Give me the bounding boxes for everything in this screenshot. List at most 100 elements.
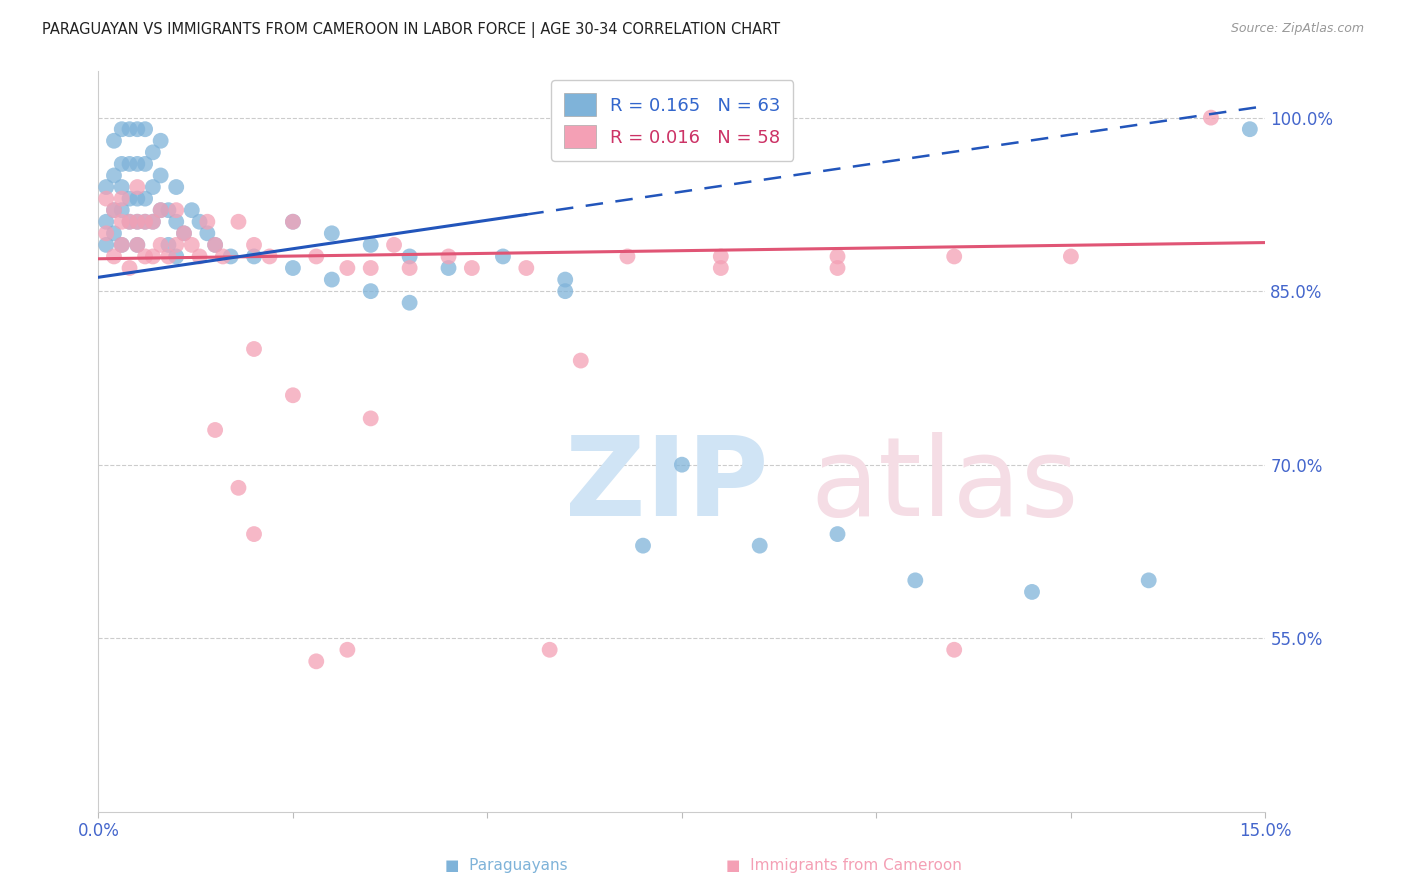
- Point: [1021, 585, 1043, 599]
- Point: [96, 215, 118, 229]
- Point: [134, 122, 156, 136]
- Point: [228, 481, 250, 495]
- Point: [165, 250, 187, 264]
- Point: [165, 215, 187, 229]
- Point: [111, 238, 134, 252]
- Point: [149, 134, 172, 148]
- Point: [127, 157, 149, 171]
- Point: [180, 203, 202, 218]
- Point: [360, 411, 382, 425]
- Point: [219, 250, 242, 264]
- Point: [228, 215, 250, 229]
- Point: [111, 192, 134, 206]
- Point: [142, 180, 165, 194]
- Point: [305, 654, 328, 668]
- Point: [103, 250, 125, 264]
- Point: [259, 250, 281, 264]
- Point: [1239, 122, 1261, 136]
- Point: [111, 157, 134, 171]
- Point: [142, 145, 165, 160]
- Point: [111, 122, 134, 136]
- Point: [943, 250, 966, 264]
- Point: [165, 180, 187, 194]
- Point: [173, 227, 195, 241]
- Point: [398, 250, 420, 264]
- Point: [243, 342, 266, 356]
- Point: [127, 122, 149, 136]
- Point: [188, 250, 211, 264]
- Point: [127, 180, 149, 194]
- Point: [103, 203, 125, 218]
- Point: [134, 157, 156, 171]
- Point: [165, 238, 187, 252]
- Point: [904, 574, 927, 588]
- Point: [281, 388, 304, 402]
- Point: [157, 203, 180, 218]
- Point: [103, 169, 125, 183]
- Point: [437, 250, 460, 264]
- Point: [149, 203, 172, 218]
- Point: [127, 238, 149, 252]
- Point: [243, 250, 266, 264]
- Point: [195, 227, 218, 241]
- Text: ■  Immigrants from Cameroon: ■ Immigrants from Cameroon: [725, 858, 962, 872]
- Point: [157, 238, 180, 252]
- Point: [96, 180, 118, 194]
- Point: [360, 284, 382, 298]
- Point: [173, 227, 195, 241]
- Point: [165, 203, 187, 218]
- Point: [616, 250, 638, 264]
- Point: [111, 180, 134, 194]
- Text: ■  Paraguayans: ■ Paraguayans: [444, 858, 568, 872]
- Point: [212, 250, 235, 264]
- Point: [398, 295, 420, 310]
- Point: [382, 238, 405, 252]
- Point: [748, 539, 770, 553]
- Point: [827, 260, 849, 275]
- Point: [111, 238, 134, 252]
- Point: [1137, 574, 1160, 588]
- Point: [127, 238, 149, 252]
- Point: [195, 215, 218, 229]
- Point: [710, 250, 733, 264]
- Point: [204, 238, 226, 252]
- Point: [336, 642, 359, 657]
- Point: [134, 215, 156, 229]
- Point: [492, 250, 515, 264]
- Point: [134, 250, 156, 264]
- Point: [118, 192, 141, 206]
- Point: [1199, 111, 1222, 125]
- Point: [149, 238, 172, 252]
- Point: [281, 215, 304, 229]
- Point: [827, 527, 849, 541]
- Text: PARAGUAYAN VS IMMIGRANTS FROM CAMEROON IN LABOR FORCE | AGE 30-34 CORRELATION CH: PARAGUAYAN VS IMMIGRANTS FROM CAMEROON I…: [42, 22, 780, 38]
- Point: [538, 642, 561, 657]
- Point: [157, 250, 180, 264]
- Point: [96, 227, 118, 241]
- Point: [111, 215, 134, 229]
- Point: [118, 260, 141, 275]
- Point: [142, 215, 165, 229]
- Point: [336, 260, 359, 275]
- Point: [180, 238, 202, 252]
- Point: [96, 192, 118, 206]
- Text: Source: ZipAtlas.com: Source: ZipAtlas.com: [1230, 22, 1364, 36]
- Point: [103, 134, 125, 148]
- Point: [321, 227, 343, 241]
- Point: [204, 423, 226, 437]
- Point: [149, 203, 172, 218]
- Point: [118, 215, 141, 229]
- Point: [96, 238, 118, 252]
- Point: [305, 250, 328, 264]
- Point: [134, 192, 156, 206]
- Legend: R = 0.165   N = 63, R = 0.016   N = 58: R = 0.165 N = 63, R = 0.016 N = 58: [551, 80, 793, 161]
- Point: [118, 215, 141, 229]
- Point: [127, 192, 149, 206]
- Point: [243, 527, 266, 541]
- Point: [118, 157, 141, 171]
- Point: [360, 238, 382, 252]
- Point: [127, 215, 149, 229]
- Point: [554, 272, 576, 286]
- Point: [103, 227, 125, 241]
- Point: [281, 260, 304, 275]
